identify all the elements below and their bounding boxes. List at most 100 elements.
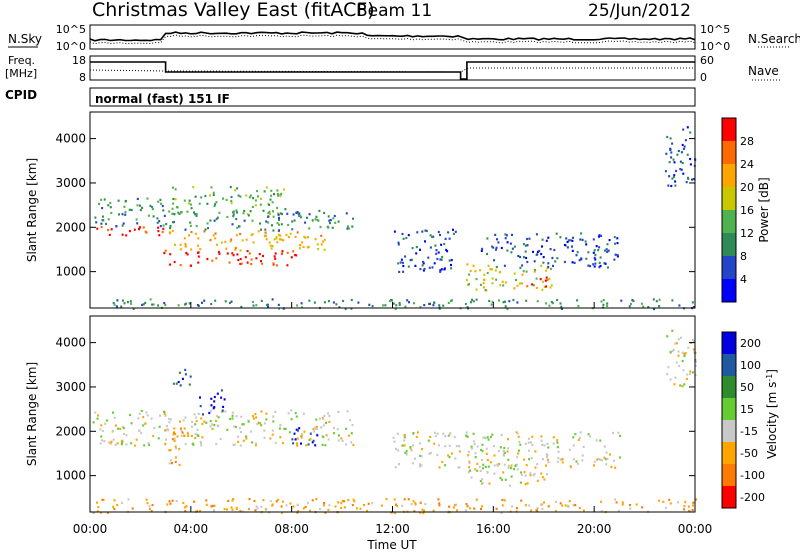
echo-cell <box>169 449 172 452</box>
echo-cell <box>560 305 563 308</box>
echo-cell <box>483 286 485 289</box>
echo-cell <box>249 194 252 197</box>
echo-cell <box>424 240 426 243</box>
echo-cell <box>688 509 691 513</box>
echo-cell <box>662 500 665 503</box>
echo-cell <box>101 498 104 501</box>
echo-cell <box>398 270 401 273</box>
echo-cell <box>323 502 326 505</box>
echo-cell <box>193 211 195 214</box>
echo-cell <box>396 505 399 508</box>
echo-cell <box>419 442 422 445</box>
echo-cell <box>555 500 558 503</box>
echo-cell <box>483 278 486 281</box>
echo-cell <box>482 282 485 285</box>
echo-cell <box>524 483 527 486</box>
echo-cell <box>363 504 365 507</box>
echo-cell <box>687 346 690 349</box>
colorbar-swatch <box>722 141 736 164</box>
echo-cell <box>404 255 407 258</box>
colorbar-swatch <box>722 464 736 486</box>
echo-cell <box>100 435 103 438</box>
echo-cell <box>413 302 415 305</box>
echo-cell <box>300 306 303 309</box>
echo-cell <box>500 511 503 514</box>
echo-cell <box>144 422 147 425</box>
echo-cell <box>277 212 279 215</box>
colorbar-swatch <box>722 164 736 187</box>
echo-cell <box>273 193 275 196</box>
echo-cell <box>149 298 152 301</box>
echo-cell <box>472 300 475 303</box>
echo-cell <box>151 504 154 507</box>
echo-cell <box>163 252 166 255</box>
echo-cell <box>231 414 234 417</box>
echo-cell <box>120 501 123 504</box>
echo-cell <box>231 417 234 420</box>
echo-cell <box>273 255 276 258</box>
echo-cell <box>694 364 697 367</box>
echo-cell <box>504 300 506 303</box>
echo-cell <box>480 448 483 452</box>
echo-cell <box>599 439 602 442</box>
echo-cell <box>516 507 518 510</box>
echo-cell <box>292 213 295 216</box>
echo-cell <box>215 217 218 221</box>
echo-cell <box>529 441 532 444</box>
echo-cell <box>563 260 566 264</box>
echo-cell <box>692 504 694 507</box>
echo-cell <box>158 220 161 223</box>
y-tick-label: 1000 <box>55 265 86 279</box>
echo-cell <box>289 502 292 505</box>
echo-cell <box>598 246 601 249</box>
echo-cell <box>253 417 255 420</box>
echo-cell <box>504 281 507 284</box>
beam-label: Beam 11 <box>356 1 432 21</box>
echo-cell <box>203 230 206 233</box>
echo-cell <box>123 205 126 208</box>
echo-cell <box>279 436 282 439</box>
echo-cell <box>176 206 179 209</box>
echo-cell <box>395 503 397 506</box>
echo-cell <box>399 261 402 264</box>
echo-cell <box>498 299 500 302</box>
echo-cell <box>523 458 526 461</box>
echo-cell <box>513 287 516 290</box>
echo-cell <box>316 243 319 246</box>
echo-cell <box>255 257 258 260</box>
echo-cell <box>632 299 635 303</box>
echo-cell <box>280 505 283 508</box>
echo-cell <box>112 438 115 441</box>
noise-search-trace <box>89 34 696 45</box>
echo-cell <box>261 262 264 265</box>
echo-cell <box>167 417 170 421</box>
echo-cell <box>652 298 655 301</box>
echo-cell <box>168 210 171 213</box>
echo-cell <box>196 510 199 513</box>
echo-cell <box>603 445 606 448</box>
echo-cell <box>341 439 344 443</box>
echo-cell <box>506 249 509 252</box>
echo-cell <box>479 479 482 483</box>
echo-cell <box>296 231 299 234</box>
echo-cell <box>316 434 319 437</box>
echo-cell <box>331 226 334 229</box>
echo-cell <box>216 216 219 219</box>
echo-cell <box>335 303 338 306</box>
echo-cell <box>432 235 435 238</box>
echo-cell <box>333 214 336 218</box>
echo-cell <box>293 432 296 435</box>
echo-cell <box>271 224 273 227</box>
echo-cell <box>541 288 544 291</box>
echo-cell <box>547 446 550 449</box>
echo-cell <box>269 437 272 440</box>
echo-cell <box>282 239 285 242</box>
echo-cell <box>452 506 455 509</box>
echo-cell <box>491 300 494 303</box>
echo-cell <box>405 453 408 456</box>
echo-cell <box>526 244 529 247</box>
echo-cell <box>536 250 539 253</box>
echo-cell <box>466 435 469 438</box>
echo-cell <box>466 505 469 508</box>
echo-cell <box>329 222 331 225</box>
